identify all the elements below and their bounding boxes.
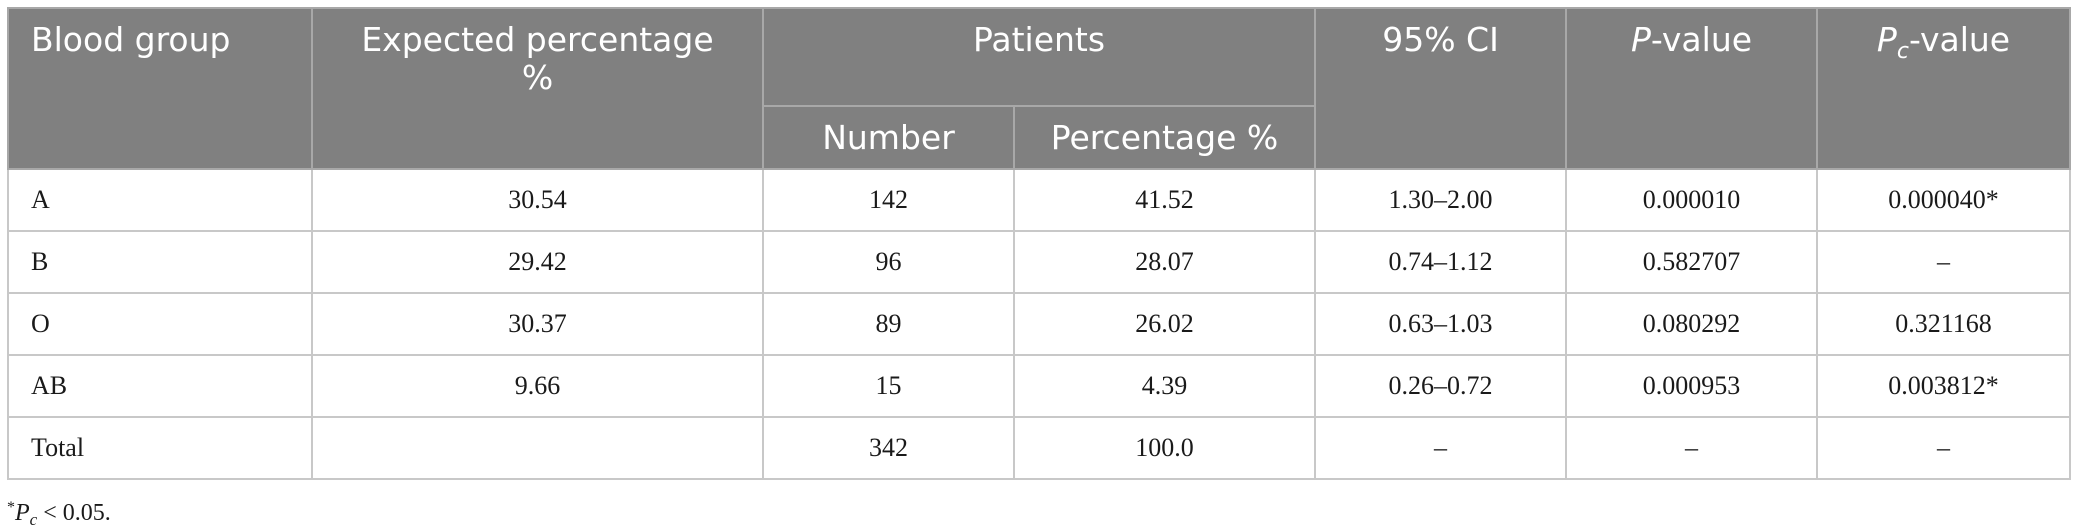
cell-number: 142 [762,168,1015,232]
table-row-total: Total 342 100.0 – – – [7,416,2072,480]
cell-p: – [1565,416,1819,480]
cell-p: 0.582707 [1565,230,1819,294]
cell-expected: 30.54 [311,168,764,232]
table-row: O 30.37 89 26.02 0.63–1.03 0.080292 0.32… [7,292,2072,356]
cell-p: 0.000953 [1565,354,1819,418]
header-patients: Patients [761,7,1317,107]
cell-expected: 29.42 [311,230,764,294]
cell-pc: – [1816,230,2072,294]
cell-group: Total [7,416,313,480]
cell-p: 0.080292 [1565,292,1819,356]
header-expected-percentage: Expected percentage% [311,7,764,170]
table-row: A 30.54 142 41.52 1.30–2.00 0.000010 0.0… [7,168,2072,232]
cell-group: B [7,230,313,294]
cell-number: 342 [762,416,1015,480]
table-row: AB 9.66 15 4.39 0.26–0.72 0.000953 0.003… [7,354,2072,418]
footnote-text: < 0.05. [37,500,111,526]
cell-number: 96 [762,230,1015,294]
header-percentage: Percentage % [1012,105,1317,170]
table-row: B 29.42 96 28.07 0.74–1.12 0.582707 – [7,230,2072,294]
cell-percentage: 100.0 [1012,416,1317,480]
footnote-p: P [15,500,30,526]
table-footnote: *Pc < 0.05. [7,499,111,530]
cell-pc: 0.000040* [1816,168,2072,232]
cell-pc: – [1816,416,2072,480]
cell-expected: 30.37 [311,292,764,356]
blood-group-table: Blood group Expected percentage% Patient… [7,7,2072,480]
header-blood-group: Blood group [7,7,313,170]
cell-ci: 0.26–0.72 [1314,354,1568,418]
cell-group: A [7,168,313,232]
header-pc-value: Pc-value [1816,7,2072,170]
footnote-p-sub: c [29,510,38,529]
cell-p: 0.000010 [1565,168,1819,232]
header-95-ci: 95% CI [1314,7,1568,170]
cell-ci: 0.63–1.03 [1314,292,1568,356]
cell-number: 89 [762,292,1015,356]
cell-ci: 0.74–1.12 [1314,230,1568,294]
cell-expected [311,416,764,480]
cell-percentage: 4.39 [1012,354,1317,418]
cell-ci: – [1314,416,1568,480]
cell-pc: 0.321168 [1816,292,2072,356]
cell-percentage: 41.52 [1012,168,1317,232]
header-p-value: P-value [1565,7,1819,170]
footnote-mark: * [7,499,15,516]
cell-number: 15 [762,354,1015,418]
cell-pc: 0.003812* [1816,354,2072,418]
cell-percentage: 28.07 [1012,230,1317,294]
cell-group: O [7,292,313,356]
cell-ci: 1.30–2.00 [1314,168,1568,232]
header-number: Number [762,105,1015,170]
cell-percentage: 26.02 [1012,292,1317,356]
cell-expected: 9.66 [311,354,764,418]
cell-group: AB [7,354,313,418]
